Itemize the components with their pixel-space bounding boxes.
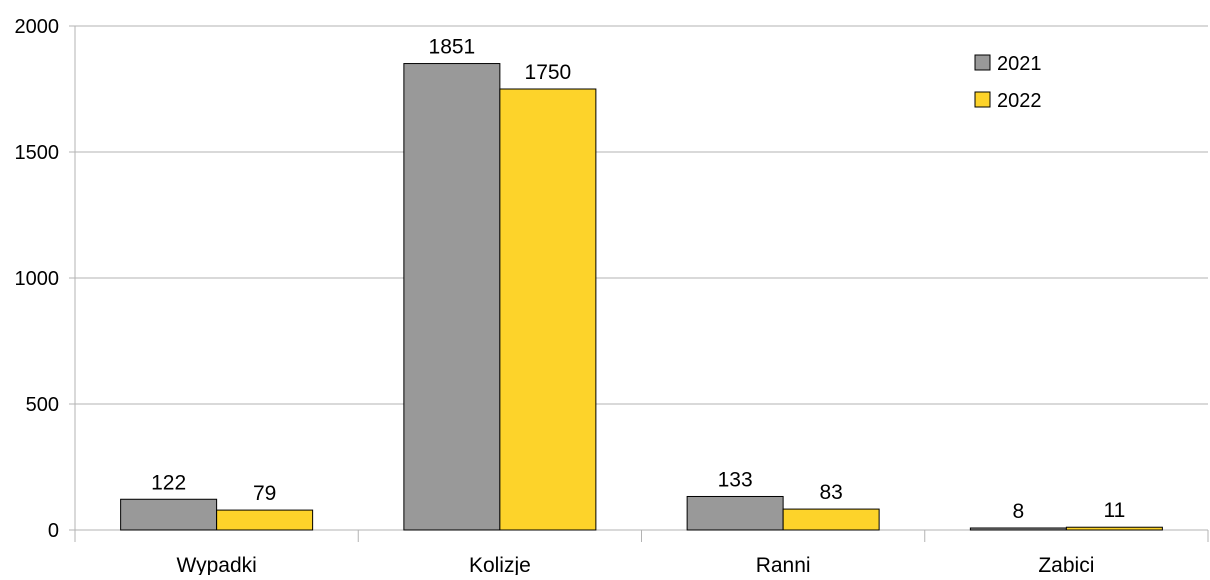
y-tick-label: 1500 bbox=[15, 142, 60, 164]
y-tick-label: 0 bbox=[48, 520, 59, 542]
bar-2022-Zabici bbox=[1065, 526, 1163, 531]
bar-2022-Kolizje bbox=[499, 88, 597, 531]
legend: 2021 2022 bbox=[974, 53, 1042, 112]
gridlines bbox=[75, 25, 1208, 405]
bar-2022-Ranni bbox=[782, 508, 880, 531]
bar-2021-Kolizje bbox=[403, 63, 501, 531]
bar-2021-Wypadki bbox=[120, 498, 218, 531]
x-tick-label: Zabici bbox=[1038, 554, 1094, 575]
bars bbox=[120, 63, 1163, 531]
x-tick-label: Wypadki bbox=[176, 554, 256, 575]
data-label: 1750 bbox=[525, 61, 572, 84]
x-tick-label: Kolizje bbox=[469, 554, 531, 575]
data-label: 133 bbox=[718, 468, 753, 491]
y-tick-label: 1000 bbox=[15, 268, 60, 290]
x-tick-label: Ranni bbox=[756, 554, 811, 575]
bar-2021-Ranni bbox=[686, 495, 784, 531]
bar-2021-Zabici bbox=[969, 527, 1067, 531]
data-label: 83 bbox=[819, 481, 842, 504]
data-labels: 122 79 1851 1750 133 83 8 11 bbox=[151, 36, 1125, 523]
data-label: 8 bbox=[1013, 500, 1025, 523]
data-label: 79 bbox=[253, 482, 276, 505]
legend-swatch bbox=[974, 54, 991, 71]
bar-2022-Wypadki bbox=[216, 509, 314, 531]
legend-swatch bbox=[974, 91, 991, 108]
y-tick-label: 500 bbox=[26, 394, 59, 416]
legend-label: 2021 bbox=[997, 53, 1042, 75]
axes: 0 500 1000 1500 2000 Wypadki Kolizje Ranni Zabic… bbox=[15, 16, 1209, 577]
data-label: 11 bbox=[1103, 499, 1125, 522]
data-label: 1851 bbox=[429, 36, 476, 59]
legend-label: 2022 bbox=[997, 90, 1042, 112]
data-label: 122 bbox=[151, 471, 186, 494]
y-tick-label: 2000 bbox=[15, 16, 60, 38]
